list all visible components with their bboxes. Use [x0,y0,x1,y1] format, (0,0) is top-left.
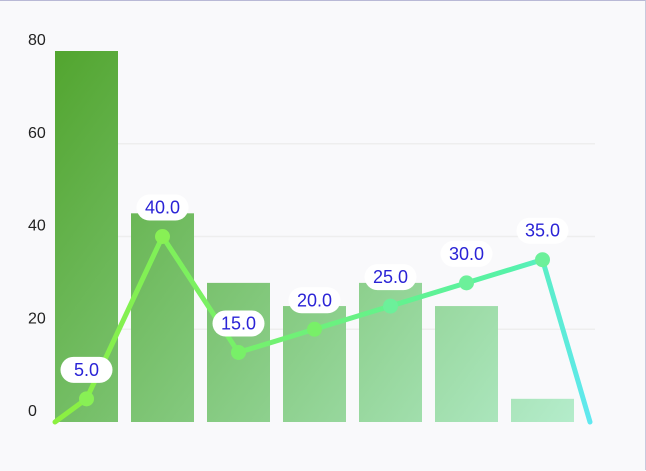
line-point [307,321,322,337]
data-label-background [60,356,113,383]
data-label: 40.0 [145,198,180,218]
data-label: 5.0 [74,360,99,380]
data-labels: 5.0 40.0 15.0 20.0 25.0 30.0 35.0 [60,194,569,383]
line-point [231,344,246,360]
line-series [52,229,593,425]
data-label-background [212,310,265,337]
y-tick-label: 40 [28,218,46,235]
data-label: 15.0 [221,313,256,333]
bar [435,306,498,422]
y-tick-label: 0 [28,403,37,420]
data-label: 25.0 [373,267,408,287]
data-label-background [364,264,417,291]
y-axis-ticks: 0 20 40 60 80 [28,32,46,420]
y-tick-label: 80 [28,32,46,49]
y-tick-label: 60 [28,125,46,142]
data-label-background [136,194,189,221]
line-point [535,252,550,268]
data-label: 20.0 [297,290,332,310]
data-label-background [288,287,341,314]
line-point [155,229,170,244]
bar [511,398,574,422]
y-tick-label: 20 [28,310,46,327]
bar-series [55,51,574,422]
data-label-background [516,217,569,244]
data-label: 30.0 [449,244,484,264]
data-label-background [440,240,493,267]
bar [131,213,194,422]
data-label: 35.0 [525,221,560,241]
line-point [459,275,474,291]
line-point [383,298,398,314]
line-point [79,391,94,407]
